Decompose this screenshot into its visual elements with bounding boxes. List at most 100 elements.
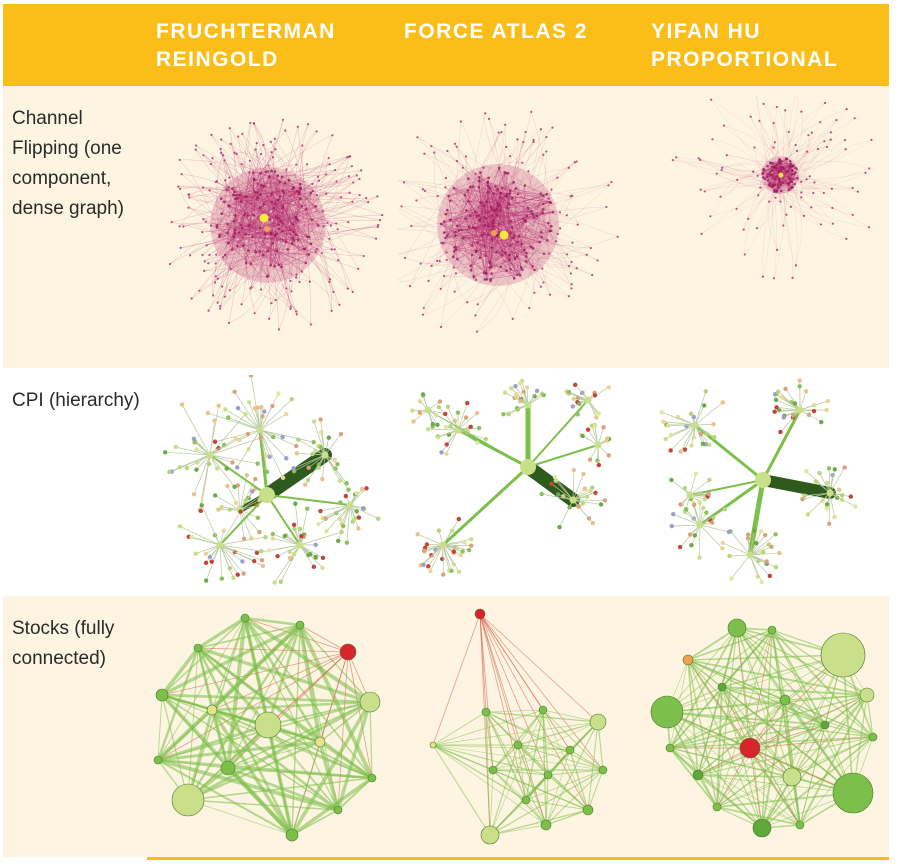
stock-edge: [290, 776, 374, 837]
graph-edge: [477, 226, 552, 305]
graph-edge: [424, 190, 513, 239]
graph-node: [522, 217, 525, 220]
graph-edge: [462, 234, 498, 238]
graph-core-haze: [210, 167, 326, 283]
tree-leaf: [444, 451, 449, 456]
graph-node: [463, 193, 467, 197]
graph-node: [788, 164, 792, 168]
graph-node: [307, 253, 311, 256]
graph-edge: [254, 179, 297, 192]
tree-leaf: [214, 466, 220, 471]
graph-edge: [453, 188, 493, 210]
stock-edge: [587, 769, 604, 811]
graph-edge: [246, 243, 312, 264]
graph-edge: [282, 190, 308, 238]
graph-edge: [487, 182, 498, 190]
tree-leaf: [557, 524, 562, 530]
graph-node: [749, 115, 752, 118]
graph-edge: [257, 187, 301, 198]
graph-node: [284, 240, 288, 244]
graph-edge: [282, 229, 291, 232]
graph-edge: [769, 179, 794, 202]
graph-edge: [772, 132, 813, 188]
tree-leaf: [238, 509, 243, 514]
graph-edge: [298, 191, 353, 204]
graph-edge: [453, 188, 510, 261]
graph-edge: [763, 170, 777, 177]
graph-node: [327, 156, 330, 160]
tree-leaf: [240, 559, 245, 564]
graph-edge: [489, 256, 517, 268]
graph-node: [480, 234, 484, 237]
graph-edge: [260, 224, 279, 229]
graph-node: [469, 185, 472, 189]
tree-leaf: [598, 502, 604, 507]
graph-node: [539, 128, 543, 131]
tree-branch: [689, 479, 764, 496]
graph-edge: [233, 194, 275, 267]
graph-edge: [218, 186, 230, 237]
graph-node: [466, 301, 469, 304]
graph-node: [274, 298, 277, 302]
graph-edge: [253, 123, 266, 187]
graph-node: [264, 170, 268, 174]
tree-leaf: [825, 480, 830, 486]
tree-leaf: [216, 403, 221, 408]
tree-leaf: [167, 469, 172, 475]
graph-node: [244, 233, 247, 236]
graph-edge: [263, 203, 298, 220]
graph-edge: [747, 186, 773, 219]
graph-edge: [217, 191, 236, 279]
graph-edge: [240, 201, 280, 230]
graph-edge: [298, 174, 327, 193]
graph-edge: [195, 149, 308, 238]
graph-node: [286, 247, 289, 251]
graph-node: [772, 146, 775, 149]
graph-edge: [181, 173, 233, 189]
tree-node: [524, 401, 532, 409]
tree-edge: [457, 429, 478, 444]
graph-edge: [274, 171, 286, 184]
graph-edge: [237, 185, 263, 247]
graph-edge: [469, 218, 487, 228]
graph-node: [771, 176, 775, 179]
graph-edge: [778, 178, 792, 183]
graph-edge: [301, 205, 323, 216]
graph-edge: [470, 230, 552, 266]
graph-edge: [468, 178, 489, 193]
graph-edge: [478, 177, 538, 217]
graph-edge: [471, 215, 528, 246]
graph-edge: [237, 172, 254, 247]
tree-leaf: [710, 520, 715, 525]
stock-edge: [784, 694, 868, 701]
graph-node: [448, 218, 452, 222]
graph-edge: [473, 220, 526, 277]
stock-edge: [432, 613, 481, 746]
graph-edge: [464, 194, 474, 228]
graph-edge: [262, 185, 308, 238]
graph-edge: [446, 257, 511, 270]
graph-edge: [763, 169, 778, 191]
graph-edge: [770, 162, 802, 183]
graph-edge: [252, 172, 272, 233]
graph-edge: [295, 217, 310, 255]
graph-edge: [532, 253, 545, 267]
graph-edge: [239, 170, 272, 195]
graph-node: [289, 305, 292, 308]
graph-edge: [305, 192, 312, 263]
tree-leaf: [837, 487, 842, 492]
tree-leaf: [364, 486, 369, 491]
tree-leaf: [700, 505, 706, 511]
graph-edge: [274, 135, 333, 172]
stock-edge: [432, 744, 527, 801]
tree-leaf: [775, 389, 781, 394]
tree-edge: [239, 495, 262, 511]
graph-edge: [304, 226, 378, 250]
tree-leaf: [434, 413, 439, 418]
graph-edge: [262, 214, 280, 265]
graph-edge: [786, 159, 791, 180]
graph-edge: [793, 139, 872, 180]
tree-edge: [280, 544, 301, 583]
graph-edge: [497, 201, 550, 204]
graph-node: [178, 158, 181, 162]
